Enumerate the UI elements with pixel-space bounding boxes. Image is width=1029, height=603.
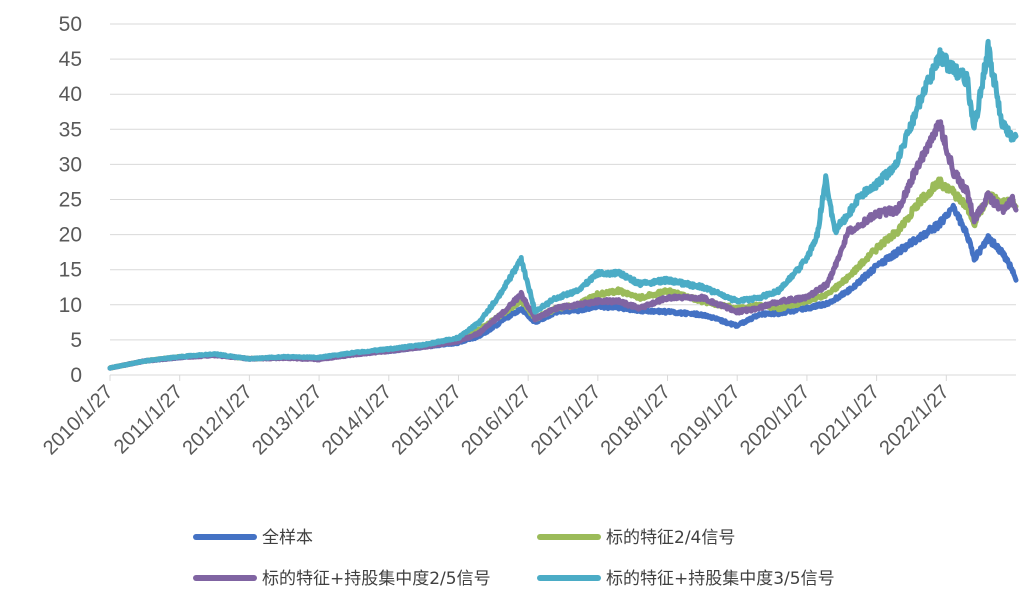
x-tick-label: 2022/1/27	[875, 381, 953, 459]
y-tick-label: 50	[59, 13, 82, 36]
x-axis-tick-labels: 2010/1/272011/1/272012/1/272013/1/272014…	[39, 374, 1016, 459]
y-tick-label: 35	[59, 118, 82, 141]
x-tick-label: 2011/1/27	[110, 381, 187, 458]
data-series	[107, 38, 1019, 371]
legend-label-full-sample: 全样本	[262, 528, 313, 548]
series-line-feature-conc-3-5	[107, 38, 1019, 371]
legend-label-feature-conc-3-5: 标的特征+持股集中度3/5信号	[606, 569, 835, 589]
x-tick-label: 2017/1/27	[527, 381, 605, 459]
y-axis-tick-labels: 0 5 10 15 20 25 30 35 40 45 50	[59, 13, 82, 387]
series-line-full-sample	[107, 202, 1019, 371]
x-tick-label: 2015/1/27	[388, 381, 466, 459]
x-tick-label: 2016/1/27	[457, 381, 535, 459]
y-tick-label: 0	[70, 364, 82, 387]
x-tick-label: 2012/1/27	[178, 381, 256, 459]
x-tick-label: 2010/1/27	[39, 381, 117, 459]
x-tick-label: 2021/1/27	[806, 381, 884, 459]
gridlines	[110, 23, 1016, 376]
y-tick-label: 45	[59, 48, 82, 71]
y-tick-label: 40	[59, 83, 82, 106]
y-tick-label: 15	[59, 259, 82, 282]
x-tick-label: 2018/1/27	[597, 381, 675, 459]
x-tick-label: 2019/1/27	[666, 381, 744, 459]
legend-label-feature-conc-2-5: 标的特征+持股集中度2/5信号	[262, 569, 491, 589]
y-tick-label: 30	[59, 153, 82, 176]
x-tick-label: 2020/1/27	[736, 381, 814, 459]
y-tick-label: 25	[59, 189, 82, 212]
legend-label-feature-2-4: 标的特征2/4信号	[606, 528, 735, 548]
x-tick-label: 2014/1/27	[318, 381, 396, 459]
y-tick-label: 20	[59, 224, 82, 247]
y-tick-label: 5	[70, 329, 82, 352]
y-tick-label: 10	[59, 294, 82, 317]
x-tick-label: 2013/1/27	[248, 381, 326, 459]
